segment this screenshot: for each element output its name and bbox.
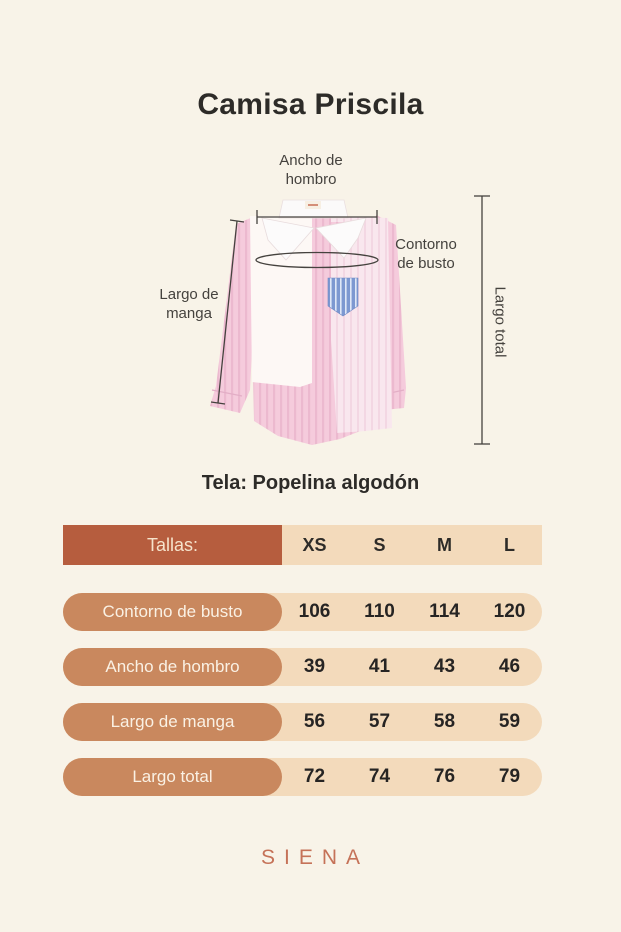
measurement-value: 79 <box>498 766 521 787</box>
measurement-value: 43 <box>433 656 456 677</box>
shirt-measurement-diagram: Ancho de hombro Contorno de busto Largo … <box>0 140 621 472</box>
measurement-value: 114 <box>429 601 460 622</box>
sizes-header-cell: Tallas: <box>63 525 282 565</box>
sleeve-length-label: Largo de manga <box>159 286 219 322</box>
shirt-right-front-panel <box>331 216 392 433</box>
brand-logo: SIENA <box>260 846 370 869</box>
shirt-left-front-panel <box>250 216 312 387</box>
size-column-s: S <box>373 534 386 555</box>
bust-label: Contorno de busto <box>395 236 457 272</box>
size-column-m: M <box>437 534 452 555</box>
measurement-value: 58 <box>433 711 456 732</box>
page-title: Camisa Priscila <box>197 88 424 121</box>
measurement-value: 76 <box>433 766 456 787</box>
measurement-value: 46 <box>498 656 521 677</box>
measurement-lines <box>210 195 490 445</box>
measurement-value: 59 <box>498 711 521 732</box>
shirt-illustration <box>210 195 490 445</box>
measurement-value: 106 <box>298 601 331 622</box>
measurement-value: 72 <box>303 766 326 787</box>
size-column-l: L <box>504 534 515 555</box>
shirt-placket-band <box>312 224 331 432</box>
shirt-chest-pocket <box>327 277 359 317</box>
measurement-label: Ancho de hombro <box>63 648 282 686</box>
size-columns: XS S M L <box>282 525 542 565</box>
size-column-xs: XS <box>302 534 327 555</box>
measurement-value: 57 <box>368 711 391 732</box>
measurement-value: 39 <box>303 656 326 677</box>
fabric-note: Tela: Popelina algodón <box>201 472 420 494</box>
measurement-value: 56 <box>303 711 326 732</box>
shirt-collar-right-flap <box>315 217 367 259</box>
measurement-label: Contorno de busto <box>63 593 282 631</box>
measurement-value: 120 <box>493 601 526 622</box>
size-table: Tallas: XS S M L Contorno de busto 106 1… <box>63 525 542 796</box>
measurement-value: 41 <box>368 656 391 677</box>
table-row-bust: Contorno de busto 106 110 114 120 <box>63 593 542 631</box>
shirt-collar-left-flap <box>261 217 315 261</box>
table-row-shoulder: Ancho de hombro 39 41 43 46 <box>63 648 542 686</box>
measurement-label: Largo total <box>63 758 282 796</box>
shoulder-width-label: Ancho de hombro <box>279 152 343 188</box>
size-table-header: Tallas: XS S M L <box>63 525 542 565</box>
measurement-label: Largo de manga <box>63 703 282 741</box>
measurement-value: 110 <box>364 601 395 622</box>
total-length-label: Largo total <box>491 286 509 358</box>
table-row-sleeve: Largo de manga 56 57 58 59 <box>63 703 542 741</box>
table-row-total: Largo total 72 74 76 79 <box>63 758 542 796</box>
measurement-value: 74 <box>368 766 391 787</box>
